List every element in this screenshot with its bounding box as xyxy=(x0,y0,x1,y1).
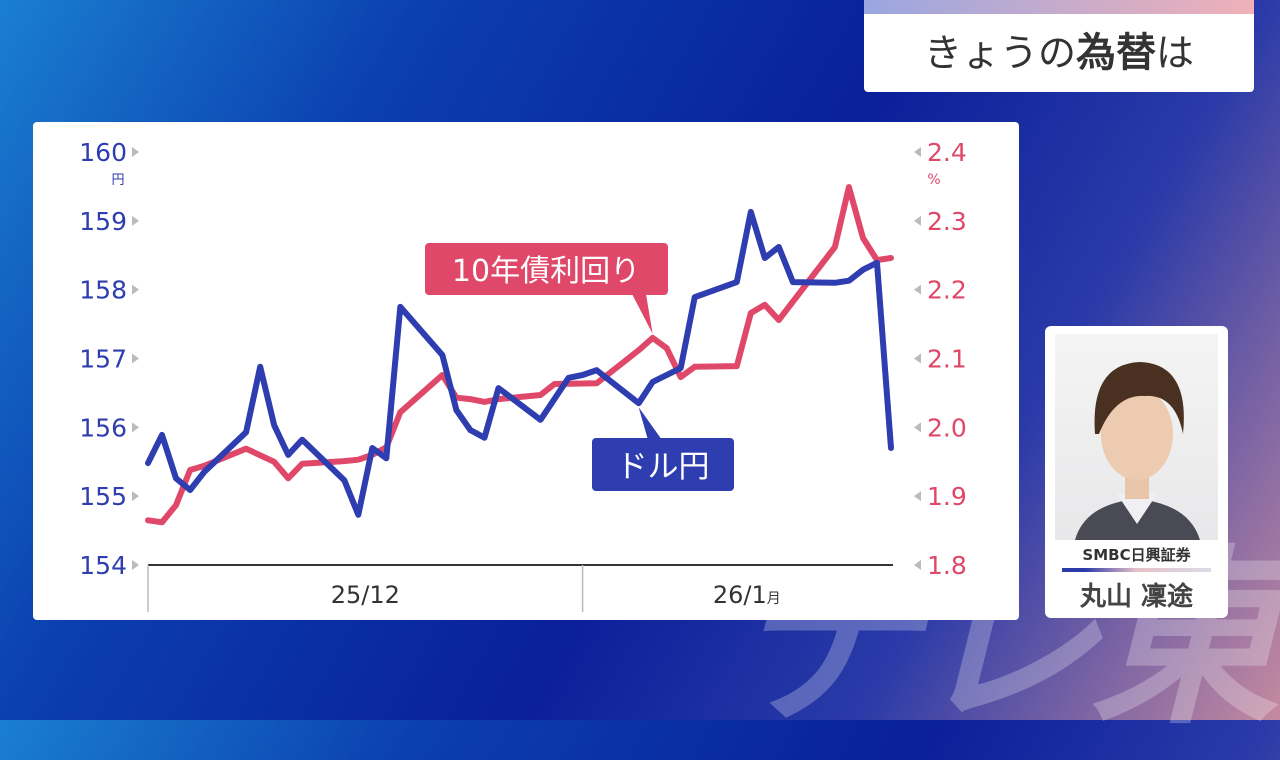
tick-marker-icon xyxy=(132,353,139,364)
right-tick-label: 2.1 xyxy=(927,345,967,374)
callout-label-yield: 10年債利回り xyxy=(452,254,640,289)
tick-marker-icon xyxy=(914,353,921,364)
tick-marker-icon xyxy=(914,147,921,157)
x-tick-label: 25/12 xyxy=(331,581,400,609)
left-tick-label: 160 xyxy=(79,138,127,167)
right-tick-label: 2.2 xyxy=(927,276,967,305)
right-tick-label: 2.4 xyxy=(927,138,967,167)
right-tick-label: 2.3 xyxy=(927,207,967,236)
tick-marker-icon xyxy=(132,147,139,157)
x-tick-label: 26/1月 xyxy=(713,581,781,609)
tick-marker-icon xyxy=(132,215,139,226)
right-tick-label: 1.8 xyxy=(927,551,967,580)
callout-pointer xyxy=(632,294,653,334)
tick-marker-icon xyxy=(132,491,139,502)
segment-title: きょうの為替は xyxy=(864,0,1254,92)
left-tick-label: 157 xyxy=(79,345,127,374)
tick-marker-icon xyxy=(914,284,921,295)
left-tick-label: 156 xyxy=(79,413,127,442)
title-prefix: きょうの xyxy=(923,31,1076,75)
left-tick-label: 155 xyxy=(79,482,127,511)
left-tick-label: 158 xyxy=(79,276,127,305)
presenter-card: SMBC日興証券 丸山 凜途 xyxy=(1045,326,1228,618)
title-suffix: は xyxy=(1156,31,1195,75)
right-tick-label: 1.9 xyxy=(927,482,967,511)
callout-box-usdjpy xyxy=(592,438,734,491)
presenter-photo xyxy=(1055,334,1218,540)
presenter-name: 丸山 凜途 xyxy=(1079,582,1194,612)
left-axis-unit: 円 xyxy=(111,173,124,188)
callout-box-yield xyxy=(425,243,668,295)
series-line-usdjpy xyxy=(145,208,894,518)
series-line-yield xyxy=(145,184,894,526)
right-tick-label: 2.0 xyxy=(927,413,967,442)
tick-marker-icon xyxy=(914,491,921,502)
callout-pointer xyxy=(638,407,662,440)
tick-marker-icon xyxy=(914,560,921,570)
presenter-company: SMBC日興証券 xyxy=(1082,546,1191,564)
right-axis-unit: % xyxy=(927,172,940,188)
tick-marker-icon xyxy=(914,215,921,226)
tick-marker-icon xyxy=(132,422,139,433)
tick-marker-icon xyxy=(132,560,139,570)
title-bold: 為替 xyxy=(1076,30,1156,76)
left-tick-label: 159 xyxy=(79,207,127,236)
line-chart: 25/12 26/1月 154 155 156 157 158 159 160 円 1.8 1.9 2.… xyxy=(79,138,967,612)
name-divider xyxy=(1062,568,1211,572)
tick-marker-icon xyxy=(914,422,921,433)
tick-marker-icon xyxy=(132,284,139,295)
left-tick-label: 154 xyxy=(79,551,127,580)
title-accent-bar xyxy=(864,0,1254,14)
callout-label-usdjpy: ドル円 xyxy=(617,449,710,485)
